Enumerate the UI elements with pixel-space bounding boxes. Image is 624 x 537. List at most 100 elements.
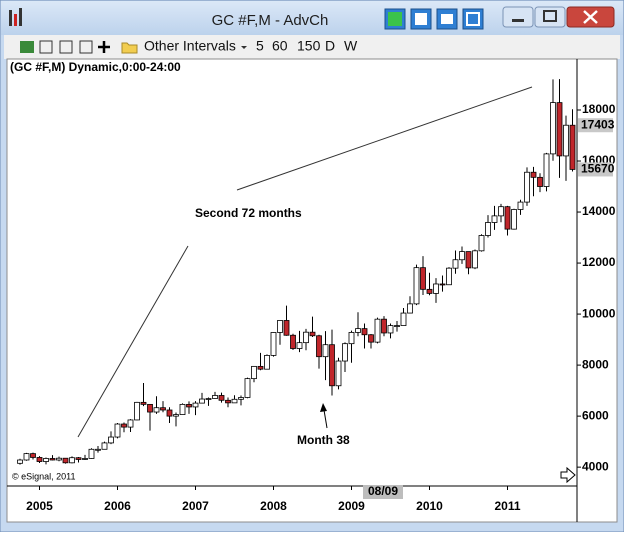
y-tick-label: 6000 xyxy=(582,408,609,422)
plot: 4000600080001000012000140001600018000200… xyxy=(17,79,616,513)
candle-body xyxy=(413,267,420,305)
candle-body xyxy=(179,403,186,415)
y-tick-label: 18000 xyxy=(582,102,616,116)
candle-body xyxy=(290,334,296,349)
toolbar-icons[interactable] xyxy=(20,40,247,54)
price-marker-label: 15670 xyxy=(581,162,615,176)
candle-body xyxy=(478,235,485,252)
candle-body xyxy=(238,397,244,400)
candle-body xyxy=(56,457,62,461)
candle-body xyxy=(361,328,368,336)
candle-body xyxy=(36,457,43,462)
candle-body xyxy=(348,332,355,345)
candle-body xyxy=(114,423,121,438)
candle-body xyxy=(303,331,309,344)
annotation: Month 38 xyxy=(297,433,350,447)
candle-body xyxy=(121,423,127,428)
candle-body xyxy=(550,102,556,155)
candle-body xyxy=(75,457,82,460)
candle-body xyxy=(316,335,322,358)
interval-button[interactable]: 150 xyxy=(297,38,321,54)
candle-body xyxy=(205,398,212,400)
candle-body xyxy=(524,171,530,203)
candle-body xyxy=(69,457,75,464)
y-tick-label: 10000 xyxy=(582,306,616,320)
interval-button[interactable]: 5 xyxy=(256,38,264,54)
title-tools[interactable] xyxy=(384,8,484,30)
candle-body xyxy=(569,124,576,170)
cursor-label: 08/09 xyxy=(368,484,398,498)
chart-title: (GC #F,M) Dynamic,0:00-24:00 xyxy=(10,60,181,74)
x-tick-label: 2005 xyxy=(26,499,53,513)
scroll-icon[interactable] xyxy=(560,466,576,484)
y-tick-label: 12000 xyxy=(582,255,616,269)
app-icon xyxy=(9,8,22,26)
y-tick-label: 8000 xyxy=(582,357,609,371)
candle-body xyxy=(127,419,134,428)
candle-body xyxy=(186,403,192,408)
annotation: Second 72 months xyxy=(195,206,302,220)
trend-line xyxy=(77,245,189,438)
candle-body xyxy=(439,283,446,286)
candle-body xyxy=(257,365,264,370)
candle-body xyxy=(485,222,491,236)
candle-body xyxy=(394,325,400,327)
candle-body xyxy=(199,398,205,404)
candle-body xyxy=(173,414,179,417)
candle-body xyxy=(108,436,114,444)
candle-body xyxy=(277,320,283,333)
candle-body xyxy=(543,153,550,187)
candle-body xyxy=(140,401,147,405)
annotation-arrow xyxy=(320,403,328,429)
candle-body xyxy=(407,303,413,314)
candle-body xyxy=(49,458,56,461)
candle-body xyxy=(329,344,335,387)
x-tick-label: 2010 xyxy=(416,499,443,513)
interval-button[interactable]: W xyxy=(344,38,358,54)
candle-body xyxy=(82,458,88,460)
candle-body xyxy=(381,318,387,334)
interval-button[interactable]: 60 xyxy=(272,38,288,54)
candle-body xyxy=(420,267,426,290)
price-marker xyxy=(578,118,613,133)
candle-body xyxy=(251,365,257,380)
chart-panel xyxy=(6,58,618,523)
candle-body xyxy=(147,403,153,413)
candle-body xyxy=(374,318,381,343)
candle-body xyxy=(88,448,95,459)
candle-body xyxy=(231,398,238,404)
candle-body xyxy=(465,251,472,269)
trend-line xyxy=(236,86,533,191)
candle-body xyxy=(166,409,173,417)
interval-menu[interactable]: Other Intervals xyxy=(144,38,236,54)
candle-body xyxy=(153,407,160,413)
candle-body xyxy=(556,102,563,157)
window-buttons[interactable] xyxy=(502,6,615,28)
interval-button[interactable]: D xyxy=(325,38,335,54)
candle-body xyxy=(264,355,270,370)
candle-body xyxy=(296,342,303,349)
window-title: GC #F,M - AdvCh xyxy=(212,12,329,29)
y-tick-label: 4000 xyxy=(582,459,609,473)
candle-body xyxy=(459,251,465,261)
candle-body xyxy=(134,401,140,421)
x-tick-label: 2011 xyxy=(494,499,520,513)
x-tick-label: 2009 xyxy=(338,499,365,513)
candle-body xyxy=(335,360,342,387)
x-tick-label: 2007 xyxy=(182,499,209,513)
candle-body xyxy=(192,402,199,408)
candle-body xyxy=(426,288,433,294)
candle-body xyxy=(355,328,361,333)
candle-body xyxy=(472,250,478,269)
candle-body xyxy=(30,453,36,458)
copyright: © eSignal, 2011 xyxy=(12,471,76,481)
candle-body xyxy=(322,344,329,358)
candle-body xyxy=(283,320,290,336)
x-tick-label: 2008 xyxy=(260,499,287,513)
candle-body xyxy=(537,176,543,187)
candle-body xyxy=(530,171,537,178)
candle-body xyxy=(387,325,394,334)
candle-body xyxy=(101,442,108,450)
candle-body xyxy=(212,395,218,399)
x-tick-label: 2006 xyxy=(104,499,131,513)
